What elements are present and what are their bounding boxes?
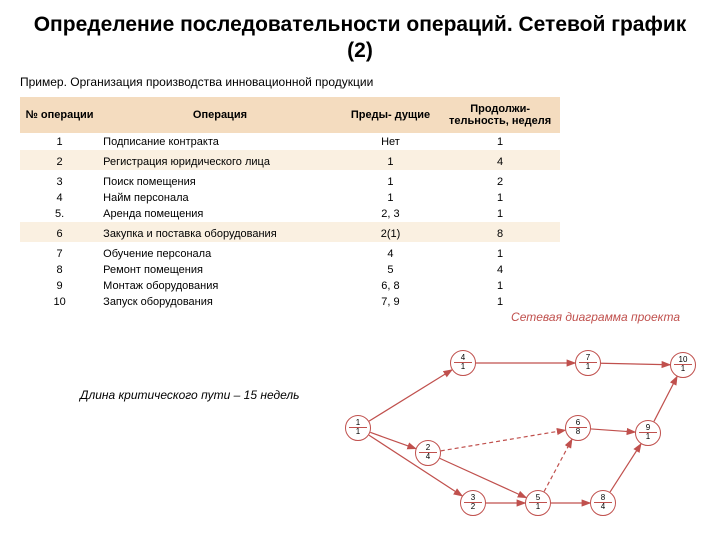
network-node-8: 84 [590,490,616,516]
cell-num: 7 [20,242,99,262]
cell-pred: 1 [341,150,440,170]
page-title: Определение последовательности операций.… [20,12,700,65]
cell-op: Запуск оборудования [99,294,341,310]
table-row: 2Регистрация юридического лица14 [20,150,560,170]
critical-path-caption: Длина критического пути – 15 недель [80,388,300,402]
edge-9-10 [654,377,677,422]
cell-num: 8 [20,262,99,278]
cell-pred: 4 [341,242,440,262]
cell-dur: 8 [440,222,560,242]
cell-pred: 2, 3 [341,206,440,222]
cell-pred: 7, 9 [341,294,440,310]
table-row: 5.Аренда помещения2, 31 [20,206,560,222]
cell-op: Обучение персонала [99,242,341,262]
network-diagram: 11 24 32 41 51 68 71 84 91 101 [340,340,700,520]
cell-op: Ремонт помещения [99,262,341,278]
cell-dur: 1 [440,133,560,150]
cell-pred: 6, 8 [341,278,440,294]
cell-op: Подписание контракта [99,133,341,150]
cell-num: 9 [20,278,99,294]
network-node-7: 71 [575,350,601,376]
cell-op: Найм персонала [99,190,341,206]
cell-num: 6 [20,222,99,242]
table-row: 6Закупка и поставка оборудования2(1)8 [20,222,560,242]
cell-dur: 1 [440,206,560,222]
cell-dur: 1 [440,278,560,294]
network-node-1: 11 [345,415,371,441]
cell-pred: 1 [341,170,440,190]
table-row: 9Монтаж оборудования6, 81 [20,278,560,294]
diagram-label: Сетевая диаграмма проекта [511,310,680,324]
cell-dur: 1 [440,190,560,206]
cell-op: Регистрация юридического лица [99,150,341,170]
cell-num: 4 [20,190,99,206]
cell-op: Аренда помещения [99,206,341,222]
cell-dur: 1 [440,294,560,310]
cell-pred: Нет [341,133,440,150]
edge-2-6 [441,430,565,451]
edge-7-10 [601,363,670,364]
col-dur: Продолжи- тельность, неделя [440,97,560,134]
edge-2-5 [440,458,526,497]
col-op: Операция [99,97,341,134]
network-node-2: 24 [415,440,441,466]
edge-6-9 [591,429,635,432]
cell-dur: 2 [440,170,560,190]
operations-table: № операции Операция Преды- дущие Продолж… [20,97,560,310]
table-row: 8Ремонт помещения54 [20,262,560,278]
table-row: 7Обучение персонала41 [20,242,560,262]
table-row: 10Запуск оборудования7, 91 [20,294,560,310]
cell-dur: 4 [440,262,560,278]
cell-pred: 1 [341,190,440,206]
network-node-10: 101 [670,352,696,378]
network-node-4: 41 [450,350,476,376]
cell-op: Поиск помещения [99,170,341,190]
col-pred: Преды- дущие [341,97,440,134]
cell-pred: 5 [341,262,440,278]
col-num: № операции [20,97,99,134]
cell-num: 3 [20,170,99,190]
table-row: 1Подписание контрактаНет1 [20,133,560,150]
edge-8-9 [610,444,641,492]
network-node-6: 68 [565,415,591,441]
example-subtitle: Пример. Организация производства инновац… [20,75,700,89]
cell-op: Монтаж оборудования [99,278,341,294]
cell-num: 5. [20,206,99,222]
cell-num: 10 [20,294,99,310]
cell-pred: 2(1) [341,222,440,242]
edge-5-6 [544,439,572,491]
table-row: 4Найм персонала11 [20,190,560,206]
network-node-5: 51 [525,490,551,516]
edge-1-3 [369,435,462,496]
cell-num: 1 [20,133,99,150]
cell-dur: 4 [440,150,560,170]
network-node-9: 91 [635,420,661,446]
cell-num: 2 [20,150,99,170]
cell-op: Закупка и поставка оборудования [99,222,341,242]
table-row: 3Поиск помещения12 [20,170,560,190]
edge-1-4 [369,370,452,421]
cell-dur: 1 [440,242,560,262]
network-node-3: 32 [460,490,486,516]
